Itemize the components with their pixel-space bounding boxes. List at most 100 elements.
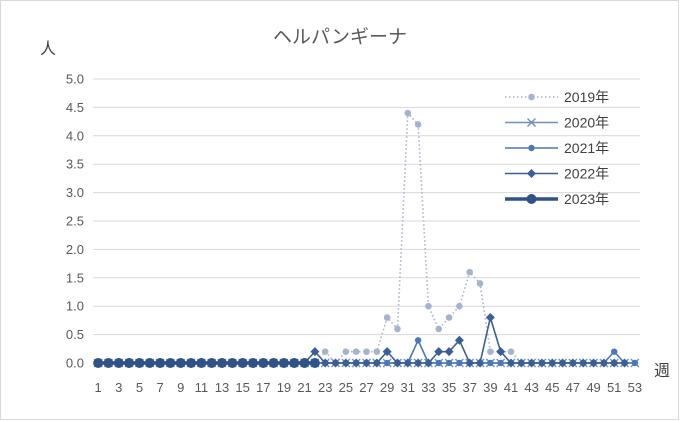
x-tick-label: 23: [318, 380, 332, 395]
x-tick-label: 25: [339, 380, 353, 395]
data-point: [454, 335, 464, 345]
y-axis-unit: 人: [40, 40, 56, 58]
data-point: [362, 358, 371, 368]
y-tick-label: 2.5: [66, 214, 84, 229]
x-tick-label: 3: [115, 380, 122, 395]
x-tick-label: 15: [235, 380, 249, 395]
x-tick-label: 45: [545, 380, 559, 395]
legend-entry: 2022年: [505, 166, 609, 182]
y-tick-label: 0.5: [66, 327, 84, 342]
data-point: [558, 358, 568, 368]
gridlines: [93, 78, 640, 364]
legend-marker: [527, 169, 536, 178]
chart-title: ヘルパンギーナ: [273, 26, 407, 48]
data-point: [373, 348, 381, 355]
data-point: [466, 268, 474, 276]
x-tick-label: 11: [195, 380, 209, 395]
data-point: [289, 358, 300, 368]
data-point: [196, 358, 207, 368]
data-point: [527, 358, 537, 368]
data-point: [435, 325, 443, 333]
data-point: [113, 358, 124, 368]
data-point: [155, 358, 166, 368]
data-point: [456, 359, 463, 367]
data-point: [444, 347, 454, 357]
y-tick-label: 4.0: [66, 128, 84, 143]
data-point: [310, 347, 320, 357]
data-point: [414, 337, 422, 344]
legend: 2019年 2020年 2021年 2022年 2023年: [505, 89, 609, 207]
x-tick-labels: 1 3 5 7 9 11 13 15 17 19 21 23 25 27 29 31 33 35 37 39 41 43 4…: [95, 380, 643, 395]
data-point: [476, 280, 484, 287]
y-tick-label: 1.5: [66, 270, 84, 285]
data-point: [456, 302, 463, 310]
y-tick-label: 5.0: [66, 72, 84, 87]
data-point: [342, 348, 350, 355]
data-point: [309, 358, 320, 368]
x-tick-label: 17: [256, 380, 270, 395]
data-point: [578, 358, 588, 368]
data-point: [206, 358, 217, 368]
data-point: [413, 358, 423, 368]
x-tick-label: 39: [483, 380, 497, 395]
y-tick-label: 2.0: [66, 242, 84, 257]
data-point: [507, 348, 515, 355]
x-tick-label: 29: [380, 380, 394, 395]
series-layer: [93, 109, 640, 368]
data-point: [404, 109, 412, 117]
x-tick-label: 1: [95, 380, 102, 395]
data-point: [610, 348, 618, 355]
y-tick-label: 3.5: [66, 157, 84, 172]
data-point: [506, 358, 516, 368]
y-tick-label: 1.0: [66, 299, 84, 314]
data-point: [175, 358, 186, 368]
x-tick-label: 19: [277, 380, 291, 395]
data-point: [331, 358, 341, 368]
data-point: [487, 348, 494, 355]
data-point: [392, 358, 402, 368]
x-tick-label: 27: [359, 380, 373, 395]
x-tick-label: 5: [136, 380, 143, 395]
data-point: [609, 358, 619, 368]
data-point: [320, 358, 330, 368]
legend-entry: 2023年: [505, 191, 609, 207]
legend-label: 2019年: [564, 89, 609, 105]
x-tick-label: 43: [524, 380, 538, 395]
data-point: [247, 358, 258, 368]
x-tick-label: 9: [177, 380, 184, 395]
data-point: [589, 358, 599, 368]
data-point: [352, 348, 360, 355]
x-tick-label: 35: [442, 380, 456, 395]
series-line: [98, 111, 604, 365]
data-point: [435, 359, 442, 367]
x-tick-label: 33: [421, 380, 435, 395]
data-point: [403, 358, 413, 368]
legend-entry: 2021年: [505, 140, 609, 156]
legend-marker: [527, 118, 536, 127]
legend-entry: 2019年: [505, 89, 609, 105]
data-point: [465, 358, 475, 368]
data-point: [144, 358, 155, 368]
data-point: [363, 348, 370, 355]
data-point: [383, 314, 391, 321]
data-point: [237, 358, 248, 368]
data-point: [227, 358, 238, 368]
legend-marker: [528, 144, 535, 152]
data-point: [103, 358, 114, 368]
data-point: [299, 358, 310, 368]
data-point: [434, 347, 444, 357]
x-tick-label: 21: [297, 380, 311, 395]
data-point: [382, 347, 392, 357]
y-tick-label: 3.0: [66, 185, 84, 200]
x-tick-label: 37: [462, 380, 476, 395]
x-tick-label: 49: [586, 380, 600, 395]
data-point: [445, 314, 453, 321]
data-point: [341, 358, 351, 368]
y-tick-labels: 0.0 0.5 1.0 1.5 2.0 2.5 3.0 3.5 4.0 4.5 5.0: [66, 72, 84, 371]
data-point: [258, 358, 269, 368]
data-point: [496, 347, 506, 357]
legend-label: 2023年: [564, 191, 609, 207]
x-axis-unit: 週: [654, 362, 670, 380]
